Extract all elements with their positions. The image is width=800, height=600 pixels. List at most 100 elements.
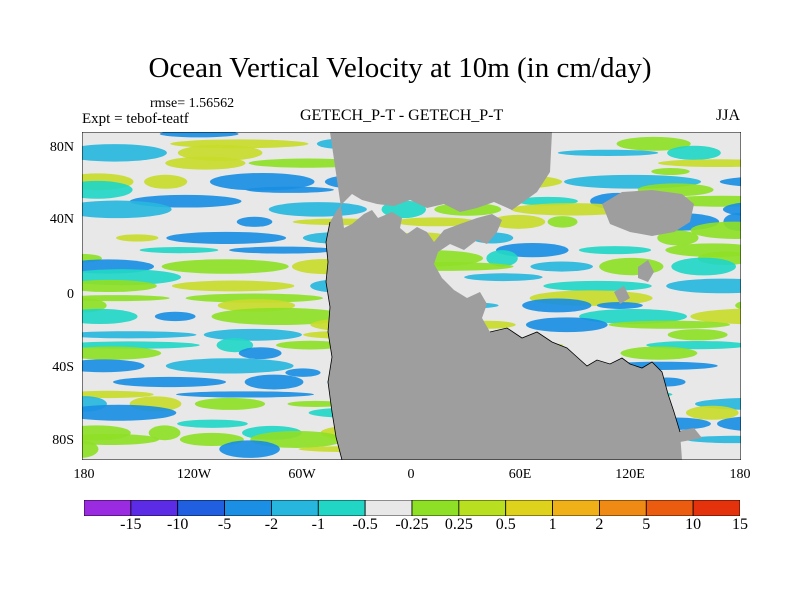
velocity-band: [599, 257, 664, 276]
velocity-band: [616, 136, 691, 151]
velocity-band: [82, 308, 138, 325]
velocity-band: [82, 390, 154, 399]
lon-tick-0: 0: [407, 467, 415, 482]
velocity-band: [579, 309, 688, 324]
velocity-band: [464, 273, 543, 282]
lon-tick-60e: 60E: [508, 467, 532, 482]
velocity-band: [491, 214, 546, 229]
velocity-band: [268, 202, 367, 217]
velocity-band: [557, 149, 659, 156]
velocity-band: [522, 298, 592, 313]
velocity-band: [657, 230, 699, 246]
velocity-band: [113, 376, 227, 388]
colorbar-label: 5: [642, 516, 651, 533]
colorbar-label: 15: [732, 516, 748, 533]
velocity-band: [543, 280, 652, 292]
velocity-band: [82, 440, 99, 458]
velocity-band: [690, 308, 741, 325]
lon-tick-180w: 180: [73, 467, 95, 482]
season-label: JJA: [716, 107, 741, 124]
velocity-band: [82, 295, 170, 302]
colorbar-swatch: [177, 500, 225, 516]
velocity-band: [194, 397, 266, 410]
velocity-band: [177, 419, 248, 428]
velocity-band: [717, 416, 741, 431]
velocity-band: [144, 174, 188, 189]
velocity-band: [547, 216, 578, 228]
velocity-band: [608, 320, 731, 329]
velocity-band: [245, 186, 334, 193]
velocity-band: [82, 144, 167, 162]
velocity-band: [165, 358, 294, 374]
velocity-band: [596, 301, 643, 309]
colorbar-swatch: [599, 500, 647, 516]
velocity-band: [82, 200, 172, 219]
lon-tick-120w: 120W: [176, 467, 212, 482]
velocity-band: [666, 278, 741, 294]
velocity-band: [287, 400, 344, 407]
colorbar-swatch: [84, 500, 132, 516]
velocity-band: [176, 391, 314, 398]
land-island-2: [614, 286, 630, 304]
velocity-band: [667, 329, 728, 341]
velocity-band: [165, 156, 246, 170]
velocity-band: [735, 301, 741, 310]
colorbar-swatch: [458, 500, 507, 516]
lat-tick-80n: 80N: [49, 140, 74, 155]
colorbar-swatch: [645, 500, 694, 516]
colorbar-label: -2: [264, 516, 279, 533]
velocity-band: [179, 432, 244, 447]
velocity-band: [116, 234, 159, 242]
colorbar: [84, 500, 740, 516]
lat-tick-80s: 80S: [52, 433, 74, 448]
velocity-band: [82, 404, 177, 421]
colorbar-swatch: [692, 500, 740, 516]
lat-tick-40n: 40N: [49, 212, 74, 227]
velocity-band: [671, 257, 736, 276]
lat-tick-0: 0: [67, 287, 74, 302]
velocity-band: [236, 216, 273, 227]
velocity-band: [685, 405, 739, 420]
velocity-map: [82, 132, 741, 460]
velocity-band: [511, 203, 632, 216]
colorbar-swatch: [411, 500, 460, 516]
velocity-band: [667, 145, 721, 160]
velocity-band: [285, 368, 321, 377]
colorbar-swatch: [130, 500, 179, 516]
velocity-band: [216, 338, 254, 353]
velocity-band: [203, 328, 302, 341]
velocity-band: [82, 346, 162, 360]
lat-tick-40s: 40S: [52, 360, 74, 375]
velocity-band: [219, 440, 280, 458]
velocity-band: [620, 346, 698, 360]
experiment-label: Expt = tebof-teatf: [82, 111, 189, 127]
velocity-band: [185, 293, 324, 303]
velocity-band: [159, 132, 239, 138]
velocity-band: [525, 317, 608, 333]
colorbar-swatch: [317, 500, 366, 516]
velocity-band: [211, 307, 348, 326]
velocity-band: [394, 217, 478, 227]
velocity-band: [276, 340, 345, 350]
velocity-band: [166, 231, 287, 245]
velocity-band: [229, 246, 337, 254]
velocity-band: [209, 172, 315, 191]
velocity-band: [82, 180, 133, 199]
colorbar-swatch: [364, 500, 413, 516]
lon-tick-60w: 60W: [288, 467, 316, 482]
colorbar-label: 2: [595, 516, 604, 533]
velocity-band: [530, 261, 593, 272]
velocity-band: [657, 159, 741, 168]
colorbar-label: -10: [167, 516, 189, 533]
colorbar-label: -1: [311, 516, 325, 533]
velocity-band: [154, 311, 196, 322]
land-main: [326, 132, 682, 460]
velocity-band: [578, 246, 652, 255]
rmse-label: rmse= 1.56562: [150, 96, 235, 111]
velocity-band: [486, 250, 518, 267]
velocity-band: [250, 430, 344, 448]
center-label: GETECH_P-T - GETECH_P-T: [300, 107, 504, 124]
colorbar-swatch: [552, 500, 600, 516]
colorbar-label: -15: [120, 516, 142, 533]
colorbar-label: -5: [217, 516, 232, 533]
